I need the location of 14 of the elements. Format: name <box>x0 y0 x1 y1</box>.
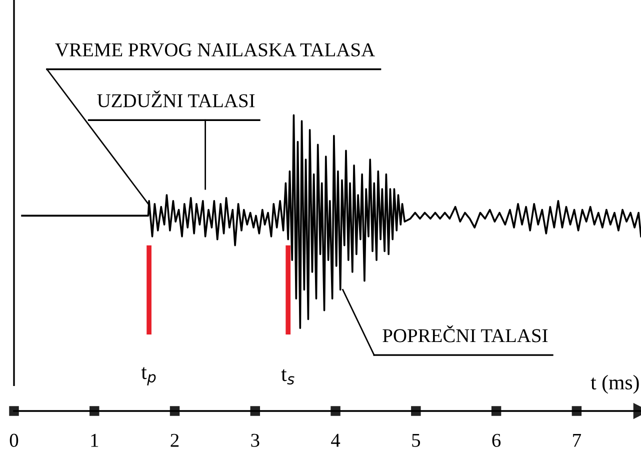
x-tick-label: 2 <box>170 434 179 447</box>
x-tick-label: 6 <box>492 434 501 447</box>
x-tick-label: 5 <box>412 434 420 447</box>
x-tick-label: 0 <box>10 434 18 447</box>
x-tick-label: 7 <box>573 434 581 447</box>
text: UZDUŽNI TALASI <box>97 90 255 108</box>
x-tick-label: 3 <box>251 434 260 447</box>
annotation: POPREČNI TALASI <box>382 325 548 342</box>
x-tick-label: 1 <box>91 434 98 447</box>
x-tick-label: 4 <box>331 434 340 447</box>
ref-line-label: t$_{p}$ <box>141 367 156 386</box>
ref-line-label: t$_{s}$ <box>281 369 294 385</box>
annotation: VREME PRVOG NAILASKA TALASA <box>55 43 375 57</box>
x-axis-title: t (ms) <box>590 374 639 394</box>
